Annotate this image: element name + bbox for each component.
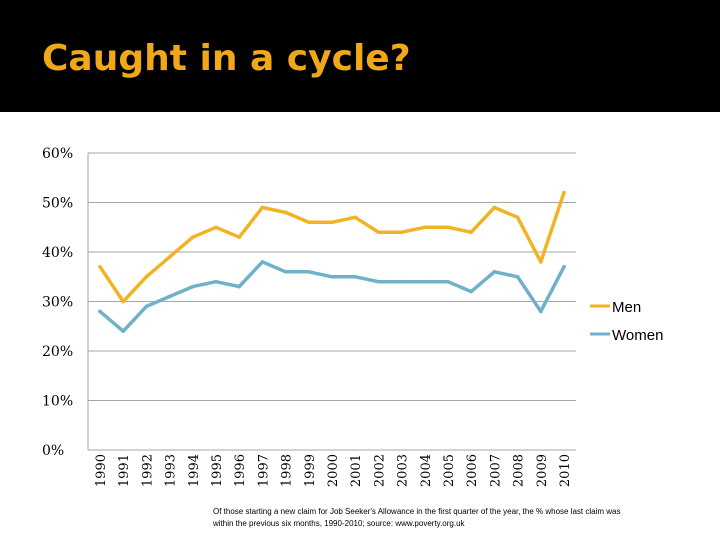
x-tick-label: 2010 [558,454,573,487]
data-point-women [191,284,195,289]
y-tick-label: 40% [42,245,73,261]
slide-title: Caught in a cycle? [42,38,411,79]
x-tick-label: 2001 [349,454,364,487]
x-tick-label: 2007 [488,454,503,487]
data-point-women [423,279,427,284]
x-tick-label: 1992 [140,454,155,487]
data-point-women [307,270,311,274]
data-point-men [446,225,450,230]
title-bar [0,0,720,112]
x-tick-label: 1993 [164,454,179,487]
x-tick-label: 1998 [280,454,295,487]
data-point-men [376,230,381,234]
x-tick-label: 2000 [326,454,341,487]
data-point-men [237,235,241,239]
data-point-women [562,265,566,269]
data-point-men [121,299,125,304]
data-point-women [167,294,172,299]
y-tick-label: 60% [42,146,73,162]
line-chart: 0% 10% 20% 30% 40% 50% 60% 1990 1991 1992 1993 1994… [42,146,663,487]
data-point-men [492,205,497,210]
data-point-women [260,260,265,264]
x-tick-label: 1999 [303,454,318,487]
y-tick-label: 50% [42,196,73,212]
data-point-women [98,309,102,314]
data-point-women [492,270,497,274]
data-point-women [515,274,520,279]
y-tick-label: 30% [42,295,73,311]
data-point-men [98,265,102,269]
x-tick-label: 2005 [442,454,457,487]
legend-label-women: Women [612,327,663,344]
data-point-men [191,235,195,239]
data-point-men [562,190,566,195]
data-point-men [167,255,172,259]
data-point-men [214,225,218,230]
data-point-women [144,304,149,309]
x-tick-label: 1995 [210,454,225,487]
y-tick-label: 20% [42,344,73,360]
data-point-men [399,230,404,234]
data-point-women [376,279,381,284]
data-point-men [144,274,149,279]
x-tick-label: 1996 [233,454,248,487]
data-point-men [515,215,520,220]
data-point-men [260,205,265,210]
data-point-women [353,274,358,279]
data-point-women [237,284,241,289]
data-point-women [283,270,288,274]
data-point-women [214,279,218,284]
data-point-men [469,230,474,234]
x-tick-label: 1991 [117,454,132,487]
x-tick-label: 1990 [94,454,109,487]
x-tick-label: 2008 [512,454,527,487]
data-point-women [539,309,543,314]
x-tick-label: 1997 [256,454,271,487]
data-point-women [121,329,125,333]
data-point-men [307,220,311,225]
data-point-men [353,215,358,220]
data-point-men [423,225,427,230]
data-point-men [283,210,288,215]
x-tick-label: 2009 [535,454,550,487]
legend-label-men: Men [612,299,641,316]
data-point-women [469,289,474,294]
data-point-women [330,274,334,279]
x-tick-label: 2003 [396,454,411,487]
y-tick-label: 0% [42,443,64,459]
x-tick-label: 2002 [372,454,387,487]
y-tick-label: 10% [42,394,73,410]
data-point-men [330,220,334,225]
x-tick-label: 2006 [465,454,480,487]
x-tick-label: 2004 [419,454,434,487]
data-point-men [539,260,543,264]
x-tick-label: 1994 [187,454,202,487]
data-point-women [446,279,450,284]
chart-footnote: Of those starting a new claim for Job Se… [213,507,621,528]
data-point-women [399,279,404,284]
